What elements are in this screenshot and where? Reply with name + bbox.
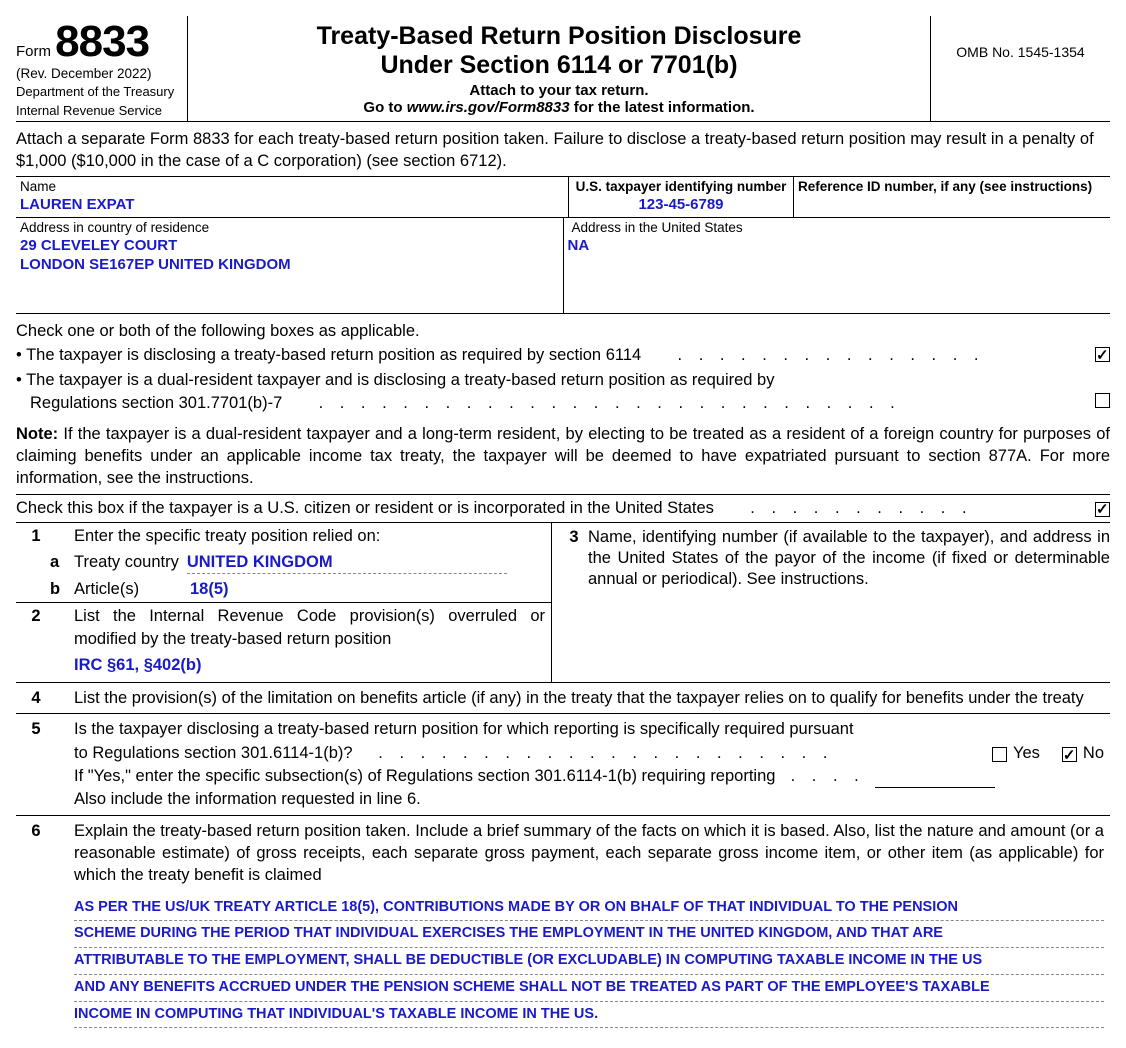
- header-center: Treaty-Based Return Position Disclosure …: [188, 16, 930, 121]
- q6-l2: SCHEME DURING THE PERIOD THAT INDIVIDUAL…: [74, 921, 1104, 948]
- note-block: Note: If the taxpayer is a dual-resident…: [16, 423, 1110, 490]
- name-cell: Name LAUREN EXPAT: [16, 177, 569, 217]
- q1b-label: Article(s): [74, 578, 182, 600]
- tin-value[interactable]: 123-45-6789: [573, 196, 789, 213]
- q1a-letter: a: [50, 551, 74, 574]
- dept-irs: Internal Revenue Service: [16, 104, 183, 119]
- check-intro: Check one or both of the following boxes…: [16, 320, 1110, 343]
- q1a-label: Treaty country: [74, 551, 179, 574]
- q3-text: Name, identifying number (if available t…: [588, 527, 1110, 591]
- q5-line3: If "Yes," enter the specific subsection(…: [74, 767, 775, 785]
- form-8833: Form 8833 (Rev. December 2022) Departmen…: [16, 16, 1110, 1032]
- q1b-letter: b: [50, 578, 74, 600]
- q1b-value[interactable]: 18(5): [190, 578, 545, 600]
- note-label: Note:: [16, 425, 58, 443]
- q5-subsection-field[interactable]: [875, 770, 995, 788]
- ref-cell: Reference ID number, if any (see instruc…: [794, 177, 1110, 217]
- q5-yes-group: Yes: [982, 742, 1040, 765]
- addr-us: Address in the United States NA: [564, 218, 1111, 313]
- checkbox-q5-no[interactable]: [1062, 747, 1077, 762]
- q3-num: 3: [560, 527, 588, 591]
- form-title-1: Treaty-Based Return Position Disclosure: [198, 22, 920, 51]
- form-title-2: Under Section 6114 or 7701(b): [198, 51, 920, 80]
- q5-no-group: No: [1052, 742, 1104, 765]
- check-section: Check one or both of the following boxes…: [16, 314, 1110, 494]
- addr-us-label: Address in the United States: [568, 220, 1107, 235]
- checkbox-6114[interactable]: [1095, 347, 1110, 362]
- q5-num: 5: [16, 718, 50, 810]
- form-word: Form: [16, 43, 51, 60]
- tin-cell: U.S. taxpayer identifying number 123-45-…: [569, 177, 794, 217]
- q6-l1: AS PER THE US/UK TREATY ARTICLE 18(5), C…: [74, 895, 1104, 922]
- goto-post: for the latest information.: [570, 99, 755, 116]
- dots: . . . . . . . . . . . . . . .: [646, 346, 985, 364]
- section-1-2: 1 Enter the specific treaty position rel…: [16, 523, 552, 683]
- q2-prompt: List the Internal Revenue Code provision…: [74, 605, 551, 650]
- goto-url: www.irs.gov/Form8833: [407, 99, 570, 116]
- citizen-row: Check this box if the taxpayer is a U.S.…: [16, 495, 1110, 523]
- q2-value[interactable]: IRC §61, §402(b): [74, 654, 551, 676]
- q6-num: 6: [16, 820, 50, 1029]
- q1-num: 1: [16, 525, 50, 547]
- omb-number: OMB No. 1545-1354: [930, 16, 1110, 121]
- q5-line4: Also include the information requested i…: [74, 788, 1104, 811]
- q6-prompt: Explain the treaty-based return position…: [74, 820, 1104, 887]
- dots: . . . .: [780, 767, 865, 785]
- form-number: 8833: [55, 17, 149, 66]
- q1a-value[interactable]: UNITED KINGDOM: [187, 551, 507, 574]
- check-7701-text-b: Regulations section 301.7701(b)-7: [30, 394, 282, 412]
- header-left: Form 8833 (Rev. December 2022) Departmen…: [16, 16, 188, 121]
- q1-prompt: Enter the specific treaty position relie…: [74, 525, 551, 547]
- q2-num: 2: [16, 605, 50, 650]
- section-1-2-3: 1 Enter the specific treaty position rel…: [16, 523, 1110, 684]
- citizen-text: Check this box if the taxpayer is a U.S.…: [16, 499, 714, 517]
- check-line-7701: • The taxpayer is a dual-resident taxpay…: [16, 369, 1110, 415]
- addr-us-value[interactable]: NA: [568, 237, 1107, 254]
- top-instruction: Attach a separate Form 8833 for each tre…: [16, 122, 1110, 178]
- tin-label: U.S. taxpayer identifying number: [573, 179, 789, 194]
- dots: . . . . . . . . . . . . . . . . . . . . …: [357, 744, 833, 762]
- form-revision: (Rev. December 2022): [16, 66, 183, 81]
- addr-res-line2[interactable]: LONDON SE167EP UNITED KINGDOM: [20, 256, 559, 273]
- dots: . . . . . . . . . . . . . . . . . . . . …: [287, 394, 901, 412]
- form-header: Form 8833 (Rev. December 2022) Departmen…: [16, 16, 1110, 122]
- check-line-6114: • The taxpayer is disclosing a treaty-ba…: [16, 344, 1110, 367]
- attach-instruction: Attach to your tax return.: [198, 82, 920, 99]
- section-3: 3 Name, identifying number (if available…: [552, 523, 1110, 683]
- q5-line2: to Regulations section 301.6114-1(b)?: [74, 744, 353, 762]
- name-label: Name: [20, 179, 564, 194]
- check-7701-text-a: • The taxpayer is a dual-resident taxpay…: [16, 369, 1085, 392]
- q6-explanation[interactable]: AS PER THE US/UK TREATY ARTICLE 18(5), C…: [74, 895, 1104, 1029]
- row-6: 6 Explain the treaty-based return positi…: [16, 816, 1110, 1033]
- row-4: 4 List the provision(s) of the limitatio…: [16, 683, 1110, 714]
- q6-l4: AND ANY BENEFITS ACCRUED UNDER THE PENSI…: [74, 975, 1104, 1002]
- checkbox-q5-yes[interactable]: [992, 747, 1007, 762]
- dots: . . . . . . . . . . .: [719, 499, 973, 517]
- row-5: 5 Is the taxpayer disclosing a treaty-ba…: [16, 714, 1110, 815]
- name-value[interactable]: LAUREN EXPAT: [20, 196, 564, 213]
- q5-line1: Is the taxpayer disclosing a treaty-base…: [74, 718, 1104, 741]
- ref-label: Reference ID number, if any (see instruc…: [798, 179, 1106, 194]
- goto-pre: Go to: [363, 99, 406, 116]
- checkbox-7701[interactable]: [1095, 393, 1110, 408]
- addr-res-label: Address in country of residence: [20, 220, 559, 235]
- check-6114-text: • The taxpayer is disclosing a treaty-ba…: [16, 346, 641, 364]
- addr-res-line1[interactable]: 29 CLEVELEY COURT: [20, 237, 559, 254]
- addr-residence: Address in country of residence 29 CLEVE…: [16, 218, 564, 313]
- dept-treasury: Department of the Treasury: [16, 85, 183, 100]
- id-row: Name LAUREN EXPAT U.S. taxpayer identify…: [16, 177, 1110, 218]
- address-row: Address in country of residence 29 CLEVE…: [16, 218, 1110, 314]
- q4-text: List the provision(s) of the limitation …: [74, 687, 1110, 709]
- goto-instruction: Go to www.irs.gov/Form8833 for the lates…: [198, 99, 920, 116]
- q5-yes-label: Yes: [1013, 742, 1040, 765]
- q5-no-label: No: [1083, 742, 1104, 765]
- checkbox-citizen[interactable]: [1095, 502, 1110, 517]
- q6-l5: INCOME IN COMPUTING THAT INDIVIDUAL'S TA…: [74, 1002, 1104, 1029]
- q4-num: 4: [16, 687, 50, 709]
- q6-l3: ATTRIBUTABLE TO THE EMPLOYMENT, SHALL BE…: [74, 948, 1104, 975]
- note-text: If the taxpayer is a dual-resident taxpa…: [16, 425, 1110, 488]
